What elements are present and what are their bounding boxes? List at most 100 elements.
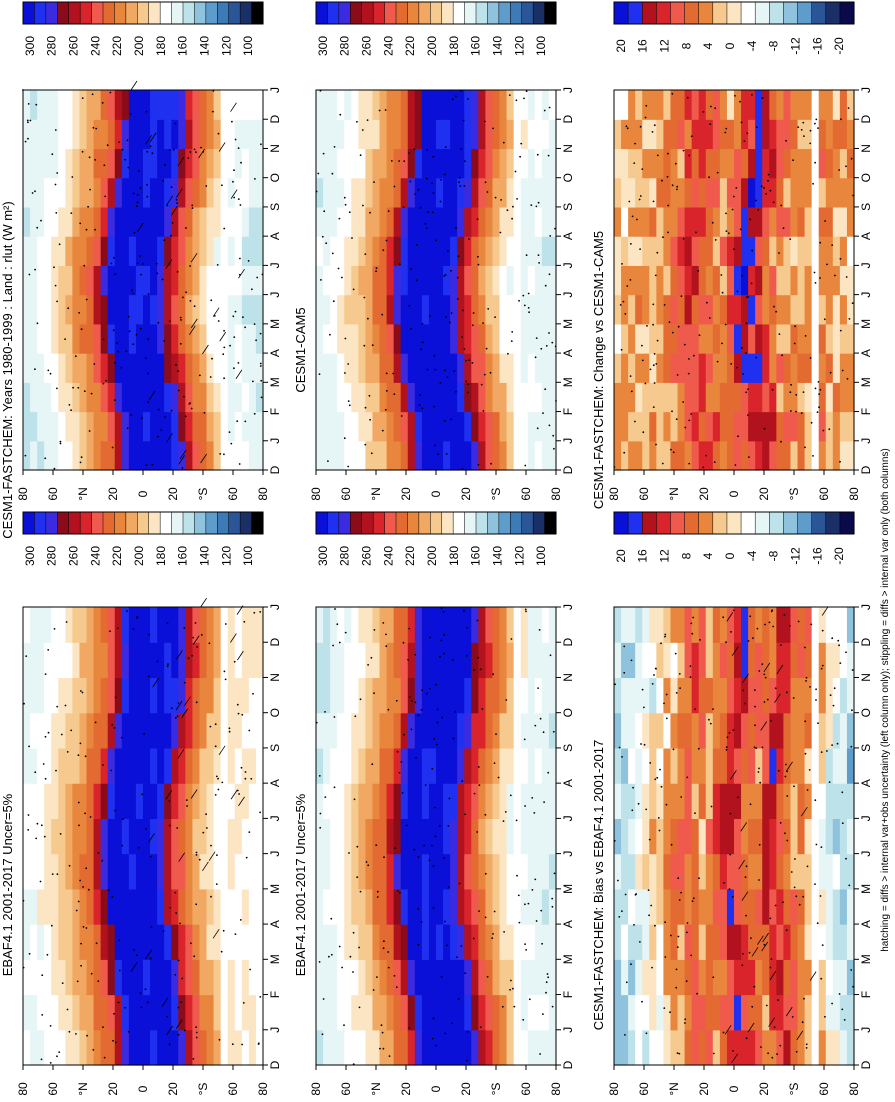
stipple-dot [93,363,96,365]
stipple-dot [831,744,833,746]
heatmap-cell [351,148,359,179]
heatmap-cell [811,888,820,925]
heatmap-cell [150,959,158,996]
heatmap-cell [93,642,102,679]
lat-tick-label: °N [369,1082,383,1095]
stipple-dot [643,743,646,746]
colorbar-swatch [251,511,264,535]
stipple-dot [176,827,179,829]
stipple-dot [381,429,384,432]
heatmap-cell [790,959,799,996]
colorbar-swatch [740,511,756,535]
heatmap-cell [464,353,472,383]
colorbar-swatch [670,1,686,25]
heatmap-cell [192,888,201,925]
heatmap-cell [206,119,215,150]
stipple-dot [216,264,219,266]
stipple-dot [537,201,540,204]
lat-tick-label: 80 [607,487,621,501]
heatmap-cell [748,382,756,413]
heatmap-cell [234,323,243,354]
lat-tick-label: 20 [757,1082,771,1096]
lat-tick-label: 60 [817,487,831,501]
stipple-dot [410,268,412,270]
heatmap-cell [832,119,841,150]
stipple-dot [708,718,710,721]
colorbar-swatch [45,511,58,535]
stipple-dot [68,1030,71,1033]
heatmap-cell [811,959,820,996]
stipple-dot [814,161,816,164]
heatmap-cell [663,236,672,266]
heatmap-cell [337,607,345,643]
heatmap-cell [100,206,109,237]
heatmap-cell [534,1029,543,1066]
lat-tick-label: °S [489,488,503,501]
stipple-dot [686,931,688,934]
heatmap-cell [135,323,144,354]
heatmap-cell [414,90,423,120]
heatmap-cell [323,206,331,237]
stipple-dot [804,752,807,755]
heatmap-cell [776,1029,785,1066]
stipple-dot [846,378,849,380]
heatmap-cell [358,440,367,471]
heatmap-cell [705,924,714,960]
hatch-line [166,432,173,443]
stipple-dot [191,654,194,657]
heatmap-cell [93,382,102,413]
heatmap-cell [143,853,151,890]
heatmap-cell [428,353,437,383]
heatmap-cell [379,783,388,819]
heatmap-cell [485,294,494,325]
stipple-dot [245,856,248,859]
stipple-dot [450,418,453,421]
heatmap-cell [790,206,799,237]
heatmap-cell [513,677,522,714]
heatmap-cell [691,959,700,996]
heatmap-cell [628,677,636,714]
lat-tick-label: 60 [46,487,60,501]
heatmap-cell [684,677,693,714]
heatmap-cell [234,677,243,714]
heatmap-cell [776,236,785,266]
heatmap-cell [86,236,95,266]
heatmap-cell [164,90,172,120]
stipple-dot [368,394,371,397]
heatmap-cell [164,265,172,296]
heatmap-cell [414,119,423,150]
stipple-dot [136,615,139,618]
heatmap-cell [414,323,423,354]
heatmap-cell [220,294,229,325]
stipple-dot [689,676,692,679]
heatmap-cell [344,119,352,150]
stipple-dot [515,819,518,822]
heatmap-cell [790,382,799,413]
stipple-dot [527,902,530,905]
heatmap-cell [436,440,444,471]
stipple-dot [248,831,251,833]
stipple-dot [492,933,494,935]
heatmap-cell [421,994,430,1031]
heatmap-cell [642,411,650,442]
heatmap-cell [143,607,151,643]
stipple-dot [518,299,520,302]
heatmap-cell [178,119,186,150]
heatmap-cell [499,353,508,383]
heatmap-cell [58,236,66,266]
heatmap-cell [316,323,324,354]
heatmap-cell [506,119,515,150]
colorbar-tick-label: 240 [381,546,395,566]
heatmap-cell [748,148,756,179]
stipple-dot [804,335,807,337]
heatmap-cell [93,747,102,784]
heatmap-cell [628,148,636,179]
heatmap-cell [457,148,465,179]
month-tick-label: J [268,604,282,610]
stipple-dot [785,763,787,766]
stipple-dot [649,368,652,371]
hatching [724,606,829,1064]
heatmap-cell [614,712,622,749]
heatmap-cell [541,177,550,208]
heatmap-cell [30,382,38,413]
